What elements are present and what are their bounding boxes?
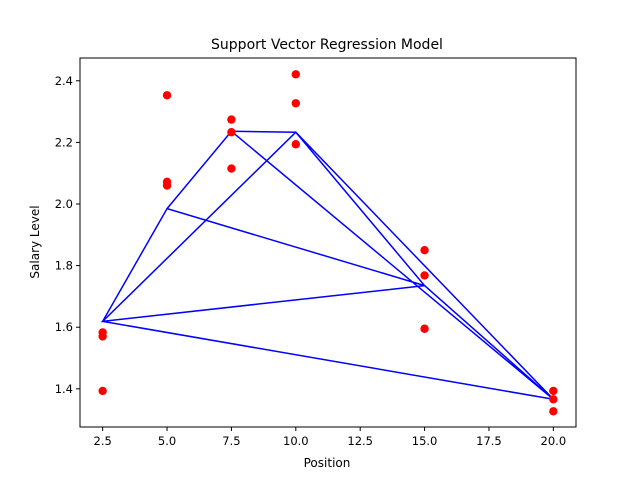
regression-line xyxy=(100,130,556,401)
x-tick-label: 2.5 xyxy=(94,434,112,448)
y-tick-label: 2.0 xyxy=(55,197,73,211)
data-point xyxy=(227,164,236,173)
y-axis-label: Salary Level xyxy=(28,205,42,278)
plot-area xyxy=(79,57,577,428)
data-point xyxy=(98,386,107,396)
x-axis-label: Position xyxy=(304,456,351,470)
data-point xyxy=(420,271,429,280)
data-point xyxy=(549,386,558,396)
data-point xyxy=(549,395,558,404)
x-tick-label: 15.0 xyxy=(412,434,438,448)
data-point xyxy=(291,70,301,79)
data-point xyxy=(420,246,429,255)
axes-frame xyxy=(79,57,577,428)
data-point xyxy=(420,324,429,333)
x-tick-label: 7.5 xyxy=(222,434,240,448)
x-tick-label: 5.0 xyxy=(158,434,176,448)
data-point xyxy=(162,181,172,190)
y-tick-label: 2.4 xyxy=(55,74,73,88)
data-point xyxy=(162,91,172,100)
y-tick-label: 2.2 xyxy=(55,135,73,149)
data-point xyxy=(227,128,236,137)
x-tick-label: 12.5 xyxy=(347,434,373,448)
x-tick-label: 20.0 xyxy=(541,434,567,448)
data-point xyxy=(98,332,107,341)
data-point xyxy=(291,99,301,108)
x-tick-label: 10.0 xyxy=(283,434,309,448)
data-point xyxy=(549,407,558,416)
data-point xyxy=(227,115,236,124)
x-axis: 2.5 5.0 7.5 10.0 12.5 15.0 17.5 20.0 xyxy=(94,427,567,448)
series-layer xyxy=(98,70,558,416)
data-point xyxy=(291,140,301,149)
chart-title: Support Vector Regression Model xyxy=(211,37,443,53)
y-axis: 1.4 1.6 1.8 2.0 2.2 2.4 xyxy=(55,74,80,396)
y-tick-label: 1.8 xyxy=(55,259,73,273)
y-tick-label: 1.6 xyxy=(55,320,73,334)
x-tick-label: 17.5 xyxy=(476,434,502,448)
y-tick-label: 1.4 xyxy=(55,382,73,396)
